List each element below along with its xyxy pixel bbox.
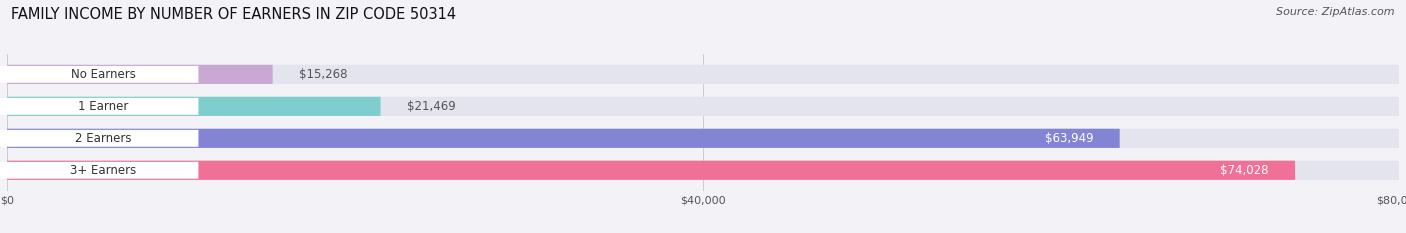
FancyBboxPatch shape xyxy=(0,66,198,83)
FancyBboxPatch shape xyxy=(7,65,1399,84)
FancyBboxPatch shape xyxy=(7,161,1399,180)
Text: FAMILY INCOME BY NUMBER OF EARNERS IN ZIP CODE 50314: FAMILY INCOME BY NUMBER OF EARNERS IN ZI… xyxy=(11,7,457,22)
Text: Source: ZipAtlas.com: Source: ZipAtlas.com xyxy=(1277,7,1395,17)
FancyBboxPatch shape xyxy=(7,97,1399,116)
Text: $74,028: $74,028 xyxy=(1220,164,1270,177)
Text: 1 Earner: 1 Earner xyxy=(77,100,128,113)
FancyBboxPatch shape xyxy=(0,98,198,115)
FancyBboxPatch shape xyxy=(0,162,198,179)
Text: 3+ Earners: 3+ Earners xyxy=(70,164,136,177)
FancyBboxPatch shape xyxy=(7,129,1119,148)
Text: $15,268: $15,268 xyxy=(299,68,347,81)
FancyBboxPatch shape xyxy=(7,97,381,116)
Text: $21,469: $21,469 xyxy=(406,100,456,113)
FancyBboxPatch shape xyxy=(7,161,1295,180)
Text: 2 Earners: 2 Earners xyxy=(75,132,131,145)
Text: No Earners: No Earners xyxy=(70,68,135,81)
FancyBboxPatch shape xyxy=(0,130,198,147)
FancyBboxPatch shape xyxy=(7,65,273,84)
Text: $63,949: $63,949 xyxy=(1045,132,1094,145)
FancyBboxPatch shape xyxy=(7,129,1399,148)
